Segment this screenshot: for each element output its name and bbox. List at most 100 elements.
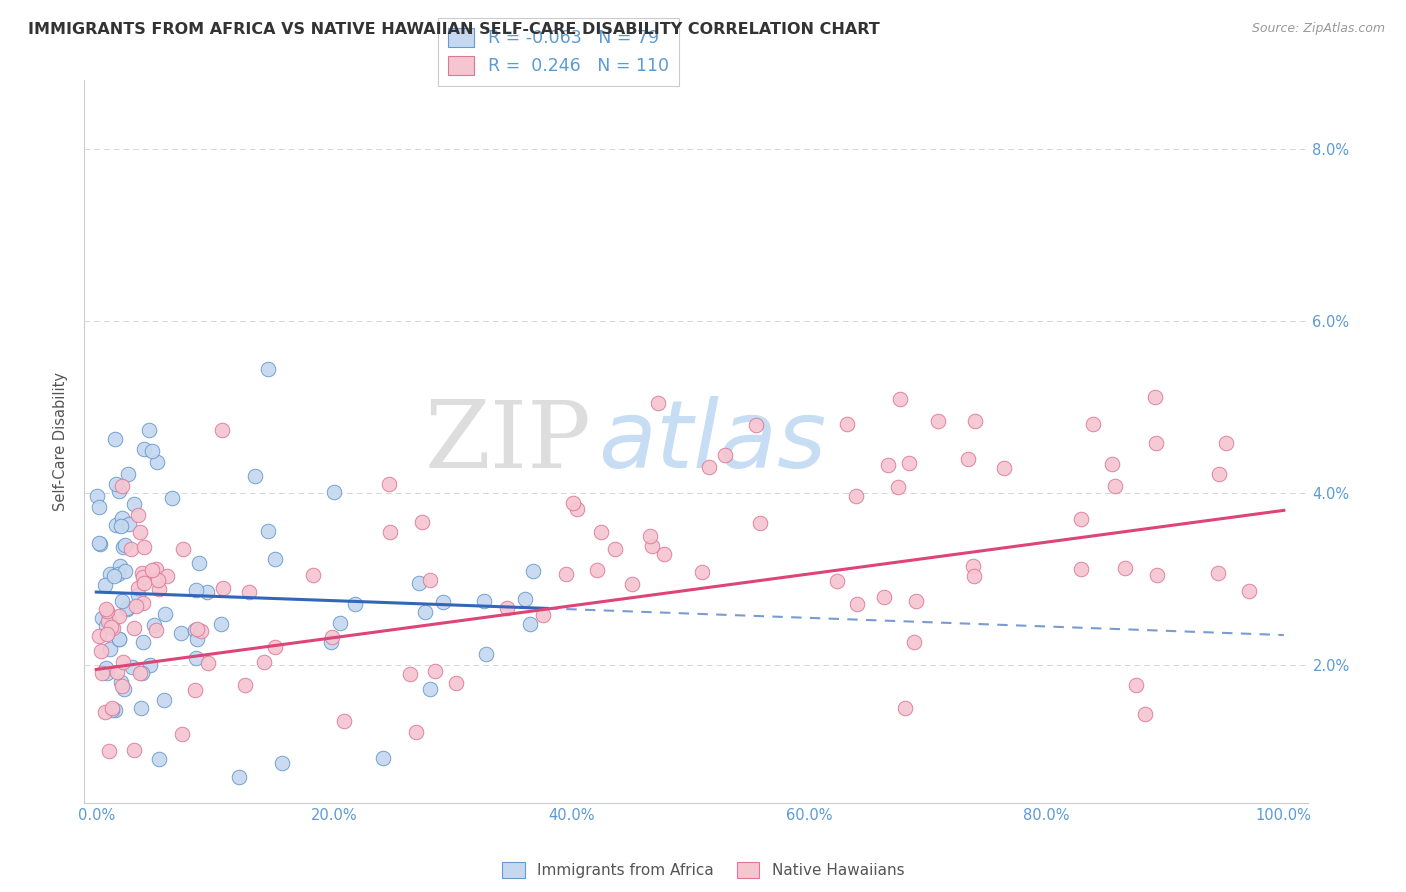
Point: [371, 750, 394, 764]
Point: [153, 607, 176, 621]
Point: [100, 620, 122, 634]
Point: [131, 666, 153, 681]
Point: [257, 361, 280, 376]
Point: [264, 640, 287, 655]
Point: [127, 508, 149, 523]
Point: [873, 590, 896, 604]
Point: [238, 584, 260, 599]
Point: [243, 468, 266, 483]
Point: [138, 423, 160, 437]
Point: [89, 537, 111, 551]
Point: [122, 620, 145, 634]
Point: [89, 536, 111, 550]
Point: [591, 524, 613, 539]
Point: [197, 584, 219, 599]
Point: [156, 569, 179, 583]
Point: [90, 644, 112, 658]
Point: [333, 714, 356, 728]
Point: [1143, 390, 1166, 404]
Point: [111, 679, 134, 693]
Point: [1239, 583, 1261, 598]
Point: [132, 596, 155, 610]
Point: [257, 524, 280, 538]
Point: [748, 516, 770, 531]
Point: [184, 683, 207, 698]
Point: [228, 770, 250, 784]
Point: [94, 619, 117, 633]
Point: [1206, 566, 1229, 580]
Point: [105, 665, 128, 679]
Point: [110, 519, 132, 533]
Point: [212, 582, 235, 596]
Point: [605, 541, 627, 556]
Point: [233, 678, 256, 692]
Point: [408, 575, 430, 590]
Y-axis label: Self-Care Disability: Self-Care Disability: [53, 372, 69, 511]
Point: [111, 510, 134, 524]
Point: [93, 578, 115, 592]
Point: [993, 460, 1015, 475]
Point: [962, 559, 984, 574]
Point: [101, 700, 124, 714]
Point: [845, 489, 868, 503]
Point: [825, 574, 848, 588]
Point: [1208, 467, 1230, 482]
Point: [1144, 435, 1167, 450]
Point: [98, 642, 121, 657]
Point: [183, 624, 205, 638]
Point: [98, 744, 121, 758]
Text: IMMIGRANTS FROM AFRICA VS NATIVE HAWAIIAN SELF-CARE DISABILITY CORRELATION CHART: IMMIGRANTS FROM AFRICA VS NATIVE HAWAIIA…: [28, 22, 880, 37]
Point: [713, 449, 735, 463]
Point: [1104, 479, 1126, 493]
Point: [112, 681, 135, 696]
Point: [124, 599, 146, 613]
Point: [145, 562, 167, 576]
Point: [134, 442, 156, 457]
Point: [271, 756, 294, 770]
Point: [378, 524, 401, 539]
Point: [329, 616, 352, 631]
Point: [115, 601, 138, 615]
Point: [132, 570, 155, 584]
Point: [963, 568, 986, 582]
Point: [142, 618, 165, 632]
Point: [887, 480, 910, 494]
Point: [112, 655, 135, 669]
Point: [86, 489, 108, 503]
Point: [211, 423, 233, 437]
Point: [252, 655, 274, 669]
Point: [103, 569, 125, 583]
Point: [419, 681, 441, 696]
Point: [263, 552, 285, 566]
Point: [652, 547, 675, 561]
Point: [110, 674, 132, 689]
Point: [145, 624, 167, 638]
Point: [131, 566, 153, 580]
Text: atlas: atlas: [598, 396, 827, 487]
Point: [148, 752, 170, 766]
Point: [1133, 706, 1156, 721]
Point: [104, 517, 127, 532]
Point: [117, 467, 139, 481]
Point: [475, 647, 498, 661]
Point: [1101, 457, 1123, 471]
Point: [132, 540, 155, 554]
Point: [96, 661, 118, 675]
Point: [321, 630, 343, 644]
Point: [344, 597, 367, 611]
Point: [120, 541, 142, 556]
Point: [405, 725, 427, 739]
Point: [127, 588, 149, 602]
Point: [94, 602, 117, 616]
Point: [586, 563, 609, 577]
Point: [209, 616, 232, 631]
Point: [118, 517, 141, 532]
Point: [122, 743, 145, 757]
Point: [160, 491, 183, 505]
Point: [745, 418, 768, 433]
Point: [108, 632, 131, 647]
Point: [1114, 561, 1136, 575]
Point: [531, 608, 554, 623]
Point: [111, 594, 134, 608]
Point: [98, 612, 121, 626]
